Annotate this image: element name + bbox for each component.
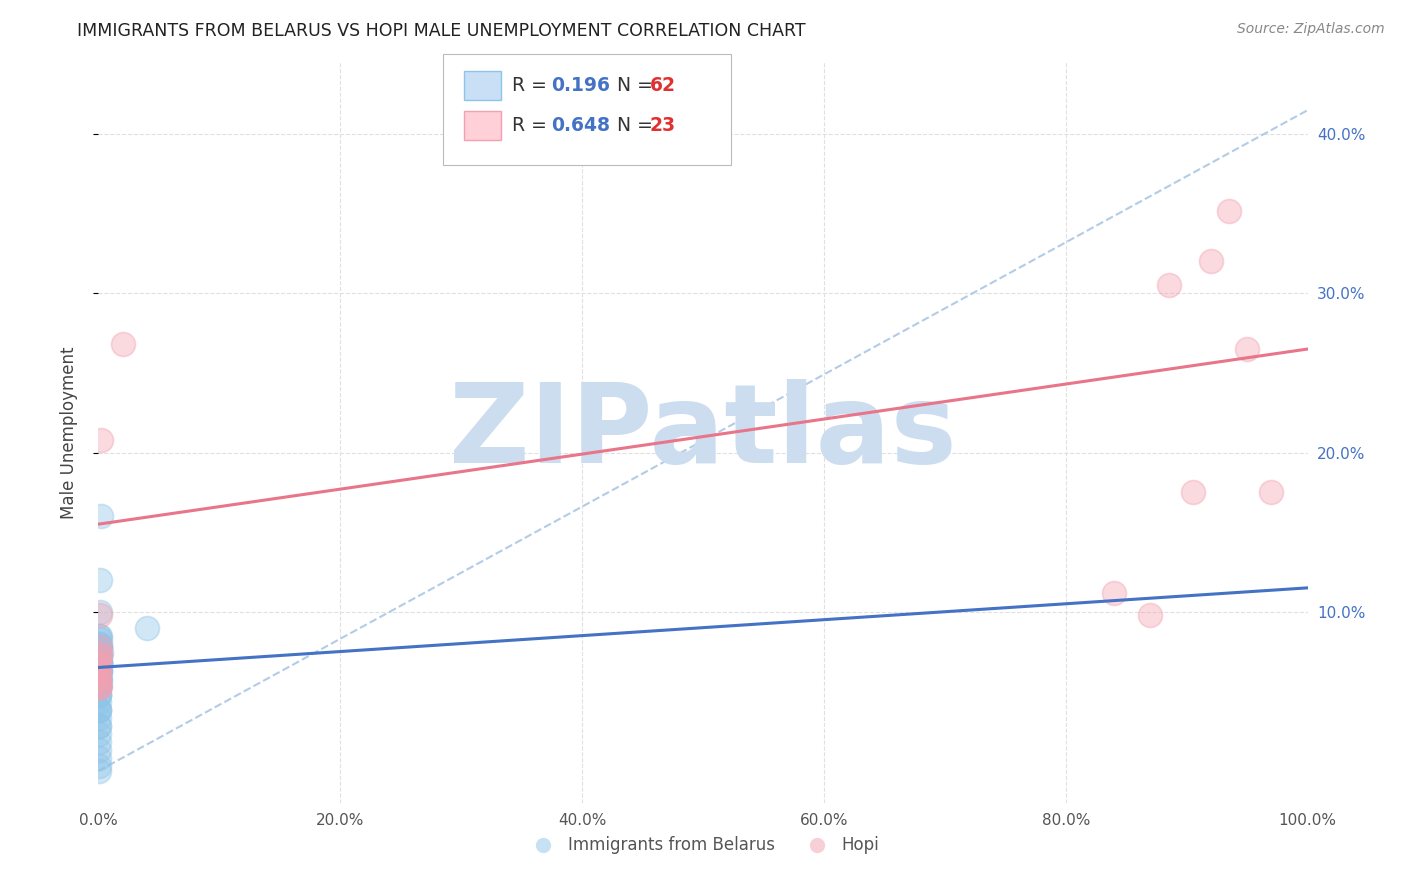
Point bbox=[89, 640, 111, 654]
Point bbox=[87, 764, 110, 778]
Point bbox=[89, 672, 111, 686]
Point bbox=[89, 660, 111, 674]
Point bbox=[89, 672, 111, 686]
Point bbox=[1218, 203, 1240, 218]
Point bbox=[89, 648, 111, 662]
Point bbox=[87, 711, 110, 725]
Point bbox=[89, 656, 111, 670]
Point bbox=[89, 648, 111, 662]
Point bbox=[1260, 485, 1282, 500]
Text: 0.196: 0.196 bbox=[551, 76, 610, 95]
Point bbox=[111, 337, 134, 351]
Point bbox=[89, 607, 111, 622]
Point bbox=[1139, 607, 1161, 622]
Point bbox=[89, 629, 111, 643]
Point bbox=[89, 656, 111, 670]
Text: N =: N = bbox=[599, 116, 659, 136]
Text: IMMIGRANTS FROM BELARUS VS HOPI MALE UNEMPLOYMENT CORRELATION CHART: IMMIGRANTS FROM BELARUS VS HOPI MALE UNE… bbox=[77, 22, 806, 40]
Point bbox=[87, 727, 110, 741]
Point bbox=[89, 605, 111, 619]
Point bbox=[89, 656, 111, 670]
Point bbox=[90, 644, 112, 658]
Text: 23: 23 bbox=[650, 116, 676, 136]
Point bbox=[89, 703, 111, 717]
Point bbox=[89, 688, 111, 702]
Point bbox=[89, 664, 111, 678]
Point bbox=[89, 672, 111, 686]
Point bbox=[87, 680, 110, 694]
Point bbox=[87, 668, 110, 682]
Point bbox=[89, 637, 111, 651]
Point bbox=[87, 665, 110, 680]
Point bbox=[89, 676, 111, 690]
Point bbox=[89, 696, 111, 710]
Point bbox=[89, 664, 111, 678]
Point bbox=[89, 680, 111, 694]
Point bbox=[1102, 585, 1125, 599]
Point bbox=[89, 656, 111, 670]
Point bbox=[89, 656, 111, 670]
Point bbox=[1236, 342, 1258, 356]
Point bbox=[89, 672, 111, 686]
Point bbox=[89, 680, 111, 694]
Point bbox=[89, 656, 111, 670]
Point bbox=[90, 509, 112, 524]
Point bbox=[89, 668, 111, 682]
Point bbox=[89, 664, 111, 678]
Point bbox=[87, 735, 110, 749]
Point bbox=[89, 664, 111, 678]
Point bbox=[89, 672, 111, 686]
Point bbox=[89, 573, 111, 587]
Point bbox=[87, 652, 110, 666]
Point bbox=[1157, 278, 1180, 293]
Point bbox=[89, 680, 111, 694]
Y-axis label: Male Unemployment: Male Unemployment bbox=[59, 346, 77, 519]
Point bbox=[87, 680, 110, 694]
Point bbox=[89, 664, 111, 678]
Text: Source: ZipAtlas.com: Source: ZipAtlas.com bbox=[1237, 22, 1385, 37]
Point bbox=[89, 719, 111, 733]
Point bbox=[87, 680, 110, 694]
Text: ZIPatlas: ZIPatlas bbox=[449, 379, 957, 486]
Text: R =: R = bbox=[512, 116, 553, 136]
Text: R =: R = bbox=[512, 76, 553, 95]
Point bbox=[89, 648, 111, 662]
Point bbox=[87, 751, 110, 765]
Point bbox=[87, 703, 110, 717]
Point bbox=[89, 676, 111, 690]
Point bbox=[89, 688, 111, 702]
Point bbox=[89, 680, 111, 694]
Point bbox=[89, 664, 111, 678]
Point bbox=[87, 688, 110, 702]
Point bbox=[89, 632, 111, 646]
Point bbox=[89, 640, 111, 654]
Point bbox=[87, 759, 110, 773]
Point bbox=[89, 640, 111, 654]
Point bbox=[89, 672, 111, 686]
Legend: Immigrants from Belarus, Hopi: Immigrants from Belarus, Hopi bbox=[520, 830, 886, 861]
Point bbox=[87, 719, 110, 733]
Point bbox=[89, 664, 111, 678]
Point bbox=[89, 652, 111, 666]
Point bbox=[89, 672, 111, 686]
Point bbox=[90, 433, 112, 447]
Point bbox=[89, 672, 111, 686]
Point bbox=[135, 621, 157, 635]
Point bbox=[89, 672, 111, 686]
Point bbox=[89, 680, 111, 694]
Point bbox=[1199, 254, 1222, 268]
Text: 62: 62 bbox=[650, 76, 675, 95]
Text: N =: N = bbox=[599, 76, 659, 95]
Point bbox=[89, 664, 111, 678]
Point bbox=[87, 743, 110, 757]
Text: 0.648: 0.648 bbox=[551, 116, 610, 136]
Point bbox=[89, 648, 111, 662]
Point bbox=[89, 672, 111, 686]
Point bbox=[89, 629, 111, 643]
Point bbox=[89, 703, 111, 717]
Point bbox=[1181, 485, 1204, 500]
Point bbox=[89, 637, 111, 651]
Point bbox=[89, 656, 111, 670]
